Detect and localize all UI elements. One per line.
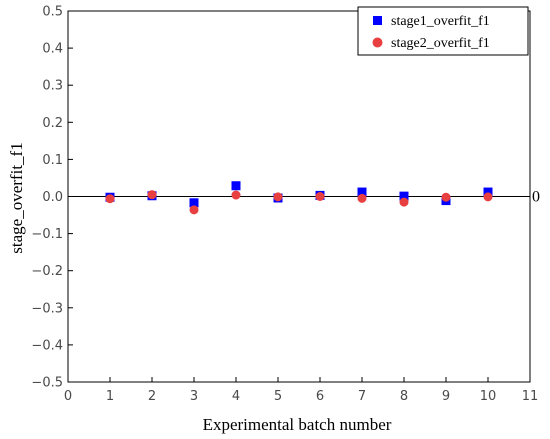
x-tick-label: 7 xyxy=(358,389,366,404)
x-tick-label: 3 xyxy=(190,389,198,404)
y-tick-label: 0.4 xyxy=(42,42,63,57)
y-tick-label: −0.1 xyxy=(31,227,63,242)
y-tick-label: −0.3 xyxy=(31,301,63,316)
series-2-point xyxy=(441,192,451,202)
x-axis-title: Experimental batch number xyxy=(203,415,392,434)
x-tick-label: 10 xyxy=(480,389,497,404)
x-tick-label: 2 xyxy=(148,389,156,404)
x-tick-label: 1 xyxy=(106,389,114,404)
ticks-layer: 0 1 2 3 4 5 6 7 8 9 10 11 0.5 0.4 0.3 0.2 0.1 0.0 −0.1 −0.2… xyxy=(31,5,538,405)
legend-series-1-label: stage1_overfit_f1 xyxy=(391,14,490,29)
series-1-point xyxy=(357,187,367,197)
series-1-point xyxy=(399,191,409,201)
y-tick-label: −0.2 xyxy=(31,264,63,279)
legend-series-2-label: stage2_overfit_f1 xyxy=(391,36,490,51)
y-tick-label: −0.4 xyxy=(31,338,63,353)
y-tick-label: 0.2 xyxy=(42,116,63,131)
series-2-point xyxy=(189,205,199,215)
legend-square-marker xyxy=(373,16,382,25)
x-tick-label: 4 xyxy=(232,389,240,404)
series-2-point xyxy=(231,190,241,200)
y-axis-title: stage_overfit_f1 xyxy=(7,142,26,253)
points-layer xyxy=(105,181,493,215)
y-tick-label: 0.3 xyxy=(42,79,63,94)
x-tick-label: 6 xyxy=(316,389,324,404)
x-tick-label: 9 xyxy=(442,389,450,404)
legend-circle-marker xyxy=(372,37,383,48)
series-2-point xyxy=(399,197,409,207)
x-tick-label: 5 xyxy=(274,389,282,404)
series-2-point xyxy=(273,192,283,202)
plot-frame xyxy=(67,10,531,383)
x-tick-label: 11 xyxy=(522,389,539,404)
legend-box xyxy=(357,6,529,56)
zero-reference-label: 0 xyxy=(532,189,540,206)
y-tick-label: 0.0 xyxy=(42,190,63,205)
series-1-point xyxy=(189,198,199,208)
x-tick-label: 0 xyxy=(64,389,72,404)
series-2-point xyxy=(483,192,493,202)
series-1-point xyxy=(483,187,493,197)
series-1-point xyxy=(231,181,241,191)
series-2-point xyxy=(105,194,115,204)
series-2-point xyxy=(315,192,325,201)
y-tick-label: −0.5 xyxy=(31,376,63,391)
series-2-point xyxy=(147,190,157,200)
series-2-point xyxy=(357,193,367,203)
legend: stage1_overfit_f1 stage2_overfit_f1 xyxy=(357,6,529,56)
y-tick-label: 0.5 xyxy=(42,5,63,20)
y-tick-label: 0.1 xyxy=(42,153,63,168)
x-tick-label: 8 xyxy=(400,389,408,404)
